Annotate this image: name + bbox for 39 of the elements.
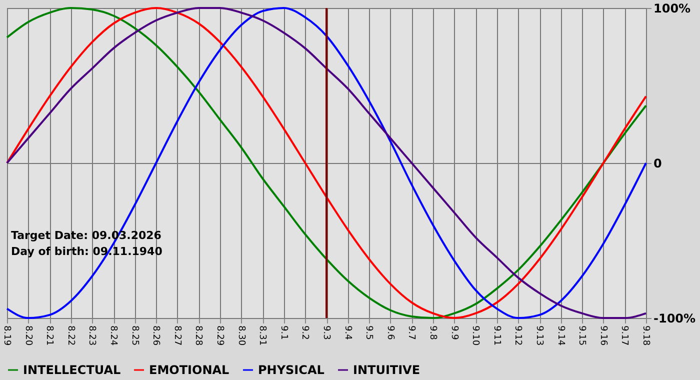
line-series <box>6 7 647 319</box>
x-tick-label: 9.15 <box>576 326 587 346</box>
x-tick-label: 8.19 <box>2 326 12 346</box>
x-tick-label: 8.22 <box>65 326 76 346</box>
x-tick-label: 9.3 <box>321 326 331 340</box>
legend-label: EMOTIONAL <box>149 363 230 377</box>
y-tick-label: 0 <box>654 156 662 170</box>
x-tick-label: 9.1 <box>278 326 288 340</box>
x-tick-label: 9.17 <box>619 326 630 346</box>
x-tick-label: 8.23 <box>86 326 97 346</box>
x-tick-label: 8.30 <box>236 326 246 346</box>
y-tick-label: -100% <box>654 312 696 326</box>
x-tick-label: 8.27 <box>172 326 182 346</box>
x-tick-label: 9.13 <box>534 326 544 346</box>
x-tick-label: 9.9 <box>448 326 459 340</box>
x-tick-label: 8.31 <box>257 326 268 346</box>
legend-label: INTUITIVE <box>353 363 420 377</box>
y-tick-label: 100% <box>654 2 691 16</box>
x-tick-label: 9.12 <box>512 326 523 346</box>
x-tick-label: 8.29 <box>214 326 224 346</box>
x-tick-label: 9.10 <box>470 326 480 346</box>
x-tick-label: 9.11 <box>491 326 502 346</box>
x-tick-label: 9.6 <box>384 326 395 340</box>
x-tick-label: 9.4 <box>342 326 352 340</box>
x-tick-label: 9.2 <box>300 326 310 340</box>
x-tick-label: 9.16 <box>598 326 608 346</box>
legend-label: PHYSICAL <box>258 363 325 377</box>
x-tick-label: 8.24 <box>108 326 118 346</box>
x-tick-label: 9.18 <box>640 326 650 346</box>
x-tick-label: 9.5 <box>364 326 374 340</box>
x-tick-label: 8.28 <box>193 326 204 346</box>
x-tick-label: 8.21 <box>44 326 54 346</box>
x-tick-label: 8.26 <box>150 326 161 346</box>
x-tick-label: 8.20 <box>22 326 33 346</box>
x-tick-label: 9.7 <box>406 326 416 340</box>
x-tick-label: 9.8 <box>428 326 438 340</box>
legend-label: INTELLECTUAL <box>23 363 122 377</box>
x-tick-label: 9.14 <box>555 326 566 346</box>
x-tick-label: 8.25 <box>129 326 140 346</box>
